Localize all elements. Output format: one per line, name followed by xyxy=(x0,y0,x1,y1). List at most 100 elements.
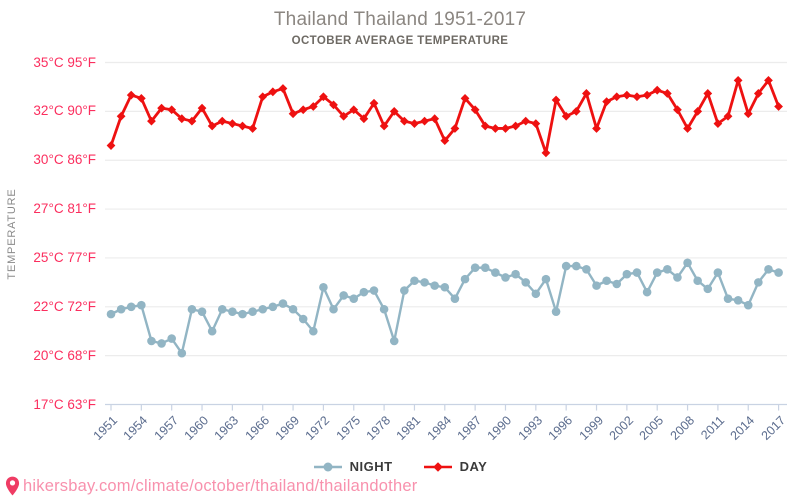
night-point xyxy=(450,294,460,303)
day-point xyxy=(683,124,692,133)
day-point xyxy=(349,105,359,115)
night-point xyxy=(622,269,632,279)
night-point xyxy=(511,269,520,279)
y-tick-label: 27°C 81°F xyxy=(33,201,96,217)
night-point xyxy=(541,274,551,284)
night-point xyxy=(764,265,773,274)
night-point xyxy=(673,273,682,282)
night-point xyxy=(652,268,662,277)
legend-day-label: DAY xyxy=(459,459,488,474)
day-point xyxy=(430,114,440,124)
day-point xyxy=(460,93,470,103)
day-point xyxy=(319,92,328,102)
night-point xyxy=(440,282,450,292)
night-point xyxy=(774,268,783,277)
day-point xyxy=(703,89,713,98)
day-point xyxy=(693,106,703,116)
footer: hikersbay.com/climate/october/thailand/t… xyxy=(5,476,417,496)
day-point xyxy=(359,114,369,124)
night-point xyxy=(531,289,541,299)
night-point xyxy=(258,304,268,314)
night-point xyxy=(228,307,237,316)
night-point xyxy=(187,304,197,314)
day-point xyxy=(642,90,652,100)
night-point xyxy=(359,287,369,297)
day-point xyxy=(774,102,783,111)
legend: NIGHT DAY xyxy=(0,459,800,474)
day-point xyxy=(662,89,672,98)
night-point xyxy=(369,286,379,295)
night-point xyxy=(379,304,389,314)
page-subtitle: OCTOBER AVERAGE TEMPERATURE xyxy=(291,35,509,47)
night-point xyxy=(420,278,429,287)
day-point xyxy=(470,105,480,115)
day-point xyxy=(136,93,146,103)
day-point xyxy=(227,119,237,128)
night-point xyxy=(501,273,510,282)
y-tick-label: 22°C 72°F xyxy=(33,298,96,314)
day-point xyxy=(369,98,379,108)
night-point xyxy=(693,276,702,286)
night-point xyxy=(754,278,763,287)
day-legend-marker-icon xyxy=(423,461,452,472)
day-point xyxy=(622,90,632,100)
night-point xyxy=(167,334,176,343)
night-point xyxy=(389,336,399,346)
night-point xyxy=(723,294,733,303)
night-point xyxy=(309,326,318,336)
day-point xyxy=(733,76,743,85)
day-point xyxy=(753,89,763,98)
night-point xyxy=(207,326,217,336)
y-tick-label: 25°C 77°F xyxy=(33,249,96,265)
night-point xyxy=(743,300,753,310)
night-point xyxy=(126,302,136,312)
page-title: Thailand Thailand 1951-2017 xyxy=(273,9,527,30)
night-point xyxy=(561,261,571,271)
day-point xyxy=(106,141,116,150)
night-point xyxy=(116,304,126,314)
day-point xyxy=(379,121,389,131)
y-tick-label: 35°C 95°F xyxy=(33,54,96,70)
night-point xyxy=(460,274,470,284)
y-tick-label: 17°C 63°F xyxy=(33,396,96,412)
day-point xyxy=(238,121,247,131)
legend-item-day: DAY xyxy=(423,459,488,474)
night-point xyxy=(288,304,298,314)
night-point xyxy=(278,299,288,308)
night-point xyxy=(268,302,278,312)
night-point xyxy=(217,304,227,314)
night-point xyxy=(480,263,490,273)
day-point xyxy=(632,92,642,102)
day-point xyxy=(420,116,429,126)
night-point xyxy=(470,263,480,273)
night-point xyxy=(602,276,611,286)
night-point xyxy=(612,279,622,289)
footer-url[interactable]: hikersbay.com/climate/october/thailand/t… xyxy=(23,476,418,495)
night-point xyxy=(592,281,601,290)
day-point xyxy=(571,106,581,116)
night-point xyxy=(106,309,116,319)
y-tick-label: 20°C 68°F xyxy=(33,347,96,363)
y-tick-label: 30°C 86°F xyxy=(33,152,96,168)
day-point xyxy=(490,124,500,133)
day-point xyxy=(713,119,723,128)
day-point xyxy=(723,111,733,121)
night-point xyxy=(733,295,743,305)
day-point xyxy=(531,119,541,128)
day-point xyxy=(480,121,490,131)
day-point xyxy=(399,116,409,126)
day-point xyxy=(389,106,399,116)
night-point xyxy=(349,294,359,303)
day-point xyxy=(410,119,419,128)
night-point xyxy=(703,284,713,294)
night-point xyxy=(713,268,723,277)
day-point xyxy=(592,124,601,133)
night-point xyxy=(137,300,146,310)
day-point xyxy=(551,95,561,105)
day-point xyxy=(561,111,571,121)
day-point xyxy=(248,124,257,133)
night-point xyxy=(582,265,591,274)
night-point xyxy=(683,258,692,268)
